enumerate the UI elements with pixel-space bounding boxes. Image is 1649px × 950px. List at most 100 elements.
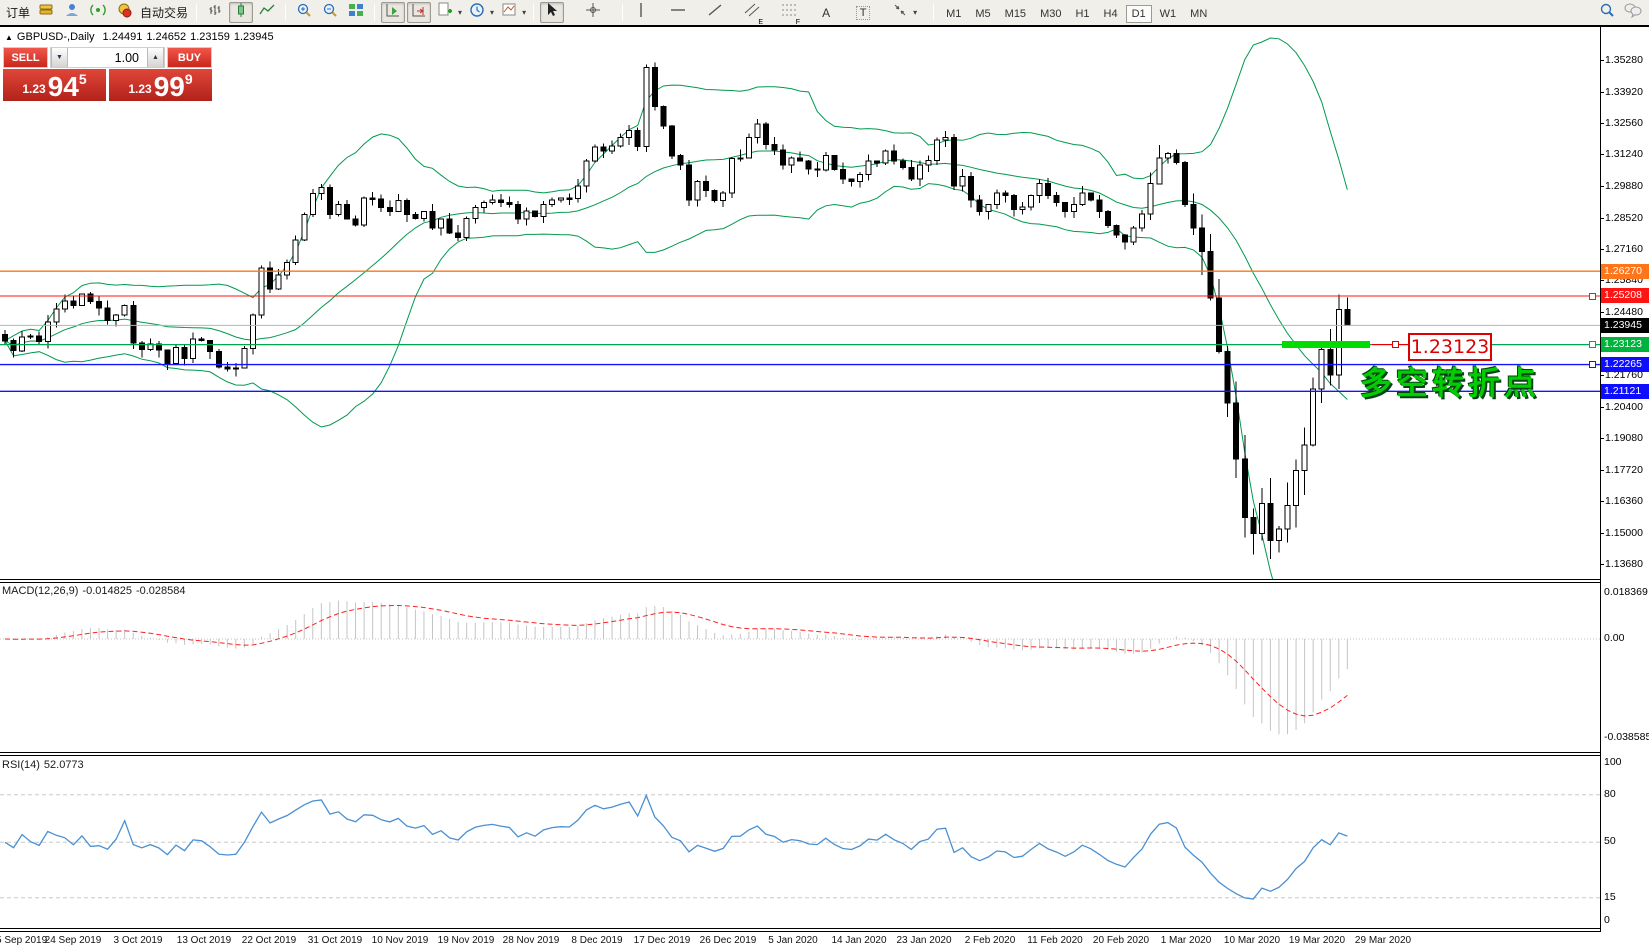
timeframe-button-h1[interactable]: H1 — [1075, 7, 1090, 20]
fibonacci-letter: F — [795, 19, 801, 26]
price-tick-label: 1.20400 — [1601, 401, 1643, 413]
zoom-out-icon — [322, 2, 338, 23]
price-tick-label: 1.19080 — [1601, 432, 1643, 444]
rsi-pane[interactable] — [0, 756, 1600, 928]
channel-letter: E — [758, 19, 764, 26]
trendline-tool-button[interactable] — [703, 2, 727, 23]
fibonacci-tool-button[interactable]: F — [777, 2, 801, 26]
sell-price-pip: 5 — [78, 71, 87, 87]
indicator-dropdown-caret[interactable]: ▾ — [458, 8, 463, 17]
add-indicator-button[interactable] — [433, 2, 457, 23]
sell-button[interactable]: SELL — [3, 47, 48, 68]
hline-handle[interactable] — [1589, 361, 1596, 368]
equidistant-channel-icon: E — [744, 2, 764, 26]
crosshair-icon — [585, 2, 601, 23]
macd-value-main: -0.014825 — [82, 585, 132, 597]
period-dropdown-caret[interactable]: ▾ — [490, 8, 495, 17]
price-tick-label: 1.15000 — [1601, 527, 1643, 539]
new-order-button[interactable]: 订单 — [6, 6, 31, 20]
arrows-tool-button[interactable] — [888, 2, 912, 23]
chat-button[interactable] — [1621, 2, 1645, 23]
autotrade-label[interactable]: 自动交易 — [140, 6, 189, 20]
date-label: 28 Nov 2019 — [502, 935, 560, 946]
ohlc-high: 1.24652 — [146, 31, 187, 43]
search-icon — [1599, 2, 1615, 23]
market-watch-button[interactable] — [86, 2, 110, 23]
hline-handle[interactable] — [1589, 293, 1596, 300]
volume-increase-button[interactable]: ▲ — [147, 48, 164, 67]
crosshair-tool-button[interactable] — [581, 2, 605, 23]
arrows-dropdown-caret[interactable]: ▾ — [913, 8, 918, 17]
timeframe-button-mn[interactable]: MN — [1190, 7, 1208, 20]
main-price-chart[interactable] — [0, 27, 1600, 579]
ohlc-bars-icon — [207, 2, 223, 23]
timeframe-button-m30[interactable]: M30 — [1040, 7, 1062, 20]
time-axis[interactable]: 5 Sep 2019 24 Sep 2019 3 Oct 2019 13 Oct 20… — [0, 933, 1600, 950]
candlestick-icon — [233, 2, 249, 23]
text-tool-button[interactable]: A — [814, 2, 838, 23]
buy-button[interactable]: BUY — [167, 47, 212, 68]
volume-decrease-button[interactable]: ▼ — [51, 48, 68, 67]
date-label: 10 Nov 2019 — [371, 935, 429, 946]
sell-price-panel[interactable]: 1.23 94 5 — [3, 69, 106, 101]
sell-price-prefix: 1.23 — [22, 82, 46, 96]
channel-tool-button[interactable]: E — [740, 2, 764, 26]
chart-shift-button[interactable] — [407, 2, 432, 23]
horizontal-lines[interactable] — [0, 270, 1600, 392]
timeframe-button-d1[interactable]: D1 — [1125, 4, 1152, 23]
navigator-button[interactable] — [60, 2, 84, 23]
autotrade-button[interactable] — [112, 2, 136, 23]
candlestick-mode-button[interactable] — [229, 2, 254, 23]
date-label: 17 Dec 2019 — [633, 935, 691, 946]
date-label: 13 Oct 2019 — [176, 935, 232, 946]
timeframe-button-w1[interactable]: W1 — [1159, 7, 1177, 20]
price-axis[interactable]: 1.35280 1.33920 1.32560 1.31240 1.29880 1.285… — [1600, 27, 1649, 932]
line-chart-mode-button[interactable] — [255, 2, 279, 23]
timeframe-button-m5[interactable]: M5 — [975, 7, 991, 20]
pane-separator[interactable] — [0, 928, 1649, 932]
price-label-anchor-handle[interactable] — [1392, 341, 1399, 348]
history-center-button[interactable] — [34, 2, 58, 23]
period-button[interactable] — [465, 2, 489, 23]
buy-price-panel[interactable]: 1.23 99 9 — [109, 69, 212, 101]
ohlc-open: 1.24491 — [102, 31, 143, 43]
price-badge: 1.23945 — [1601, 318, 1649, 333]
chart-title: GBPUSD-,Daily — [16, 31, 95, 43]
pane-separator[interactable] — [0, 579, 1649, 583]
template-dropdown-caret[interactable]: ▾ — [522, 8, 527, 17]
cursor-tool-button[interactable] — [540, 2, 565, 23]
date-label: 14 Jan 2020 — [831, 935, 887, 946]
bollinger-bands — [4, 37, 1348, 579]
bar-chart-mode-button[interactable] — [203, 2, 227, 23]
support-highlight-bar[interactable] — [1282, 341, 1370, 348]
text-label-tool-button[interactable]: T — [851, 2, 875, 23]
search-button[interactable] — [1595, 2, 1619, 23]
date-label: 22 Oct 2019 — [241, 935, 297, 946]
macd-axis-label: 0.018369 — [1604, 586, 1648, 598]
vertical-line-tool-button[interactable] — [629, 2, 653, 23]
volume-input[interactable]: 1.00 — [68, 48, 147, 67]
price-tick-label: 1.28520 — [1601, 212, 1643, 224]
auto-scroll-button[interactable] — [381, 2, 406, 23]
book-icon — [38, 2, 54, 23]
template-button[interactable] — [497, 2, 521, 23]
zoom-out-button[interactable] — [318, 2, 342, 23]
horizontal-line-tool-button[interactable] — [666, 2, 690, 23]
macd-pane[interactable] — [0, 583, 1600, 752]
rsi-value: 52.0773 — [43, 759, 84, 771]
toolbar: 订单 自动交易 ▾ ▾ ▾ — [0, 0, 1649, 26]
toolbar-separator — [196, 4, 198, 21]
timeframe-button-m15[interactable]: M15 — [1004, 7, 1027, 20]
chart-shift-icon — [411, 2, 427, 23]
turning-point-annotation[interactable]: 多空转折点 — [1360, 365, 1541, 401]
timeframe-button-m1[interactable]: M1 — [946, 7, 962, 20]
timeframe-button-h4[interactable]: H4 — [1103, 7, 1118, 20]
pane-separator[interactable] — [0, 752, 1649, 756]
price-level-label[interactable]: 1.23123 — [1408, 333, 1492, 361]
zoom-in-button[interactable] — [292, 2, 316, 23]
hline-handle[interactable] — [1589, 341, 1596, 348]
chart-title-row: ▲ GBPUSD-,Daily 1.24491 1.24652 1.23159 1.239… — [5, 31, 278, 43]
tile-windows-button[interactable] — [344, 2, 368, 23]
date-label: 29 Mar 2020 — [1354, 935, 1412, 946]
horizontal-line-icon — [670, 2, 686, 23]
